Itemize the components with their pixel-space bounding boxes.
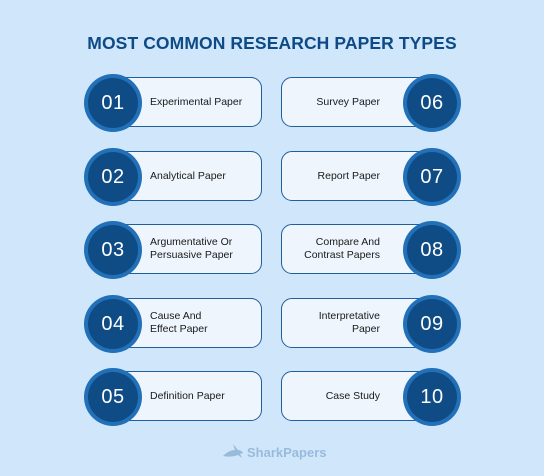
paper-type-label-line1: Cause And bbox=[150, 310, 202, 322]
item-number: 06 bbox=[420, 91, 444, 114]
number-badge: 04 bbox=[84, 295, 142, 353]
paper-type-item-07: Report Paper 07 bbox=[281, 148, 461, 206]
item-number: 01 bbox=[101, 91, 125, 114]
item-number: 02 bbox=[101, 165, 125, 188]
brand-logo-text: SharkPapers bbox=[247, 444, 327, 460]
number-badge: 03 bbox=[84, 221, 142, 279]
number-badge: 02 bbox=[84, 148, 142, 206]
item-number: 09 bbox=[420, 312, 444, 335]
paper-type-item-03: Argumentative Or Persuasive Paper 03 bbox=[84, 221, 264, 279]
number-badge: 10 bbox=[403, 368, 461, 426]
item-number: 10 bbox=[420, 385, 444, 408]
paper-type-label: Report Paper bbox=[317, 169, 380, 182]
item-number: 08 bbox=[420, 238, 444, 261]
shark-icon bbox=[223, 444, 243, 458]
number-badge: 09 bbox=[403, 295, 461, 353]
paper-type-item-06: Survey Paper 06 bbox=[281, 74, 461, 132]
brand-logo: SharkPapers bbox=[222, 441, 327, 463]
number-badge: 07 bbox=[403, 148, 461, 206]
paper-type-label: Definition Paper bbox=[150, 389, 225, 402]
paper-type-label-line2: Effect Paper bbox=[150, 323, 208, 335]
item-number: 05 bbox=[101, 385, 125, 408]
paper-type-label: Case Study bbox=[325, 389, 380, 402]
item-number: 03 bbox=[101, 238, 125, 261]
paper-type-item-05: Definition Paper 05 bbox=[84, 368, 264, 426]
paper-type-label-line1: Compare And bbox=[315, 236, 380, 248]
paper-type-item-01: Experimental Paper 01 bbox=[84, 74, 264, 132]
paper-type-label: Experimental Paper bbox=[150, 95, 243, 108]
paper-type-label-line2: Contrast Papers bbox=[304, 249, 380, 261]
paper-type-label-line2: Persuasive Paper bbox=[150, 249, 233, 261]
number-badge: 08 bbox=[403, 221, 461, 279]
item-number: 07 bbox=[420, 165, 444, 188]
item-number: 04 bbox=[101, 312, 125, 335]
paper-type-label: Analytical Paper bbox=[150, 169, 226, 182]
paper-type-label: Survey Paper bbox=[316, 95, 380, 108]
paper-type-item-08: Compare And Contrast Papers 08 bbox=[281, 221, 461, 279]
paper-type-item-10: Case Study 10 bbox=[281, 368, 461, 426]
paper-type-item-02: Analytical Paper 02 bbox=[84, 148, 264, 206]
number-badge: 01 bbox=[84, 74, 142, 132]
page-title: MOST COMMON RESEARCH PAPER TYPES bbox=[87, 33, 457, 53]
paper-type-item-09: Interpretative Paper 09 bbox=[281, 295, 461, 353]
number-badge: 06 bbox=[403, 74, 461, 132]
paper-type-label-line1: Argumentative Or bbox=[150, 236, 233, 248]
number-badge: 05 bbox=[84, 368, 142, 426]
paper-type-label: Interpretative Paper bbox=[318, 310, 380, 335]
paper-type-item-04: Cause And Effect Paper 04 bbox=[84, 295, 264, 353]
